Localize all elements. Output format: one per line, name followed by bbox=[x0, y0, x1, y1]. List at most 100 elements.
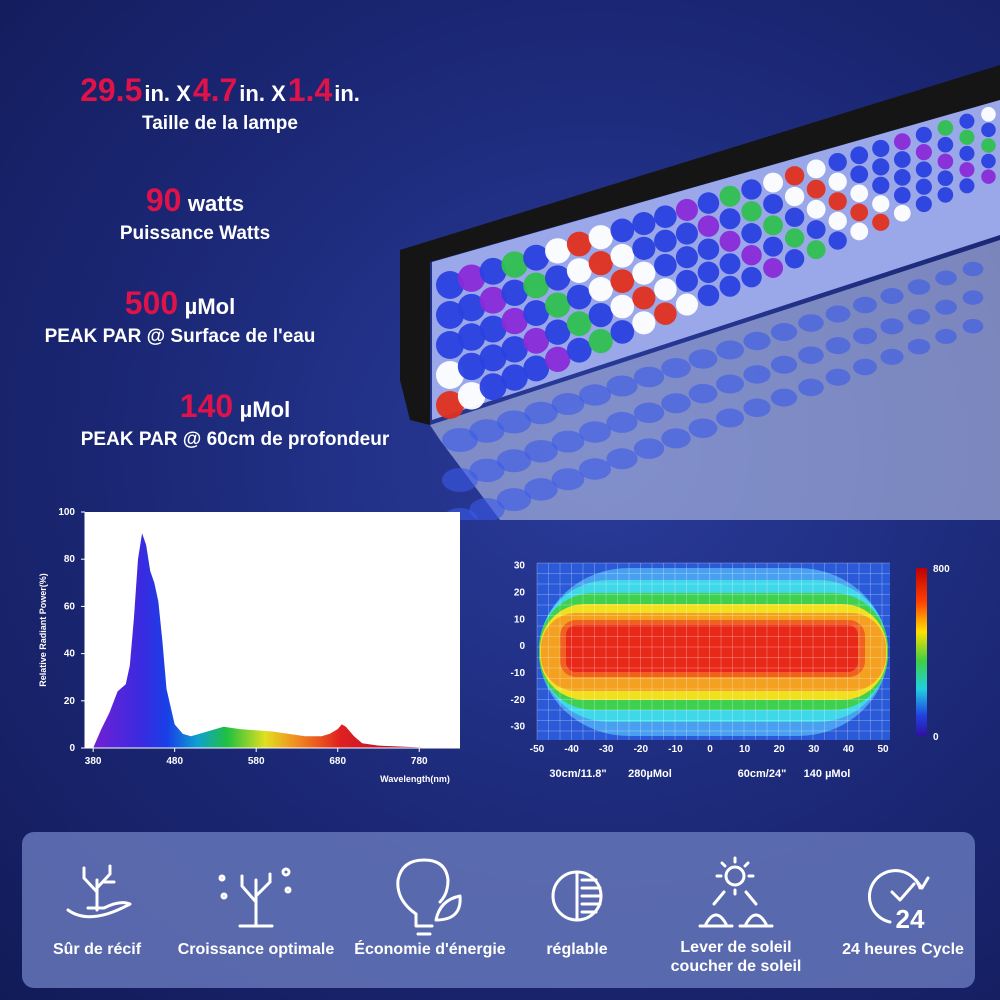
led-reflection bbox=[853, 327, 877, 345]
spec-unit: watts bbox=[187, 191, 245, 216]
x-tick-label: 480 bbox=[166, 756, 183, 767]
led bbox=[545, 319, 571, 345]
led bbox=[675, 198, 698, 221]
spec: 90 watts Puissance Watts bbox=[0, 182, 390, 245]
led-reflection bbox=[579, 458, 611, 480]
spec-label: PEAK PAR @ 60cm de profondeur bbox=[80, 429, 390, 450]
caption: 30cm/11.8" bbox=[549, 768, 606, 780]
led bbox=[959, 145, 975, 161]
icon-growth bbox=[218, 867, 292, 928]
led bbox=[850, 203, 869, 222]
led bbox=[959, 129, 975, 145]
icon-text: 24 bbox=[896, 904, 925, 934]
y-axis-label: Relative Radiant Power(%) bbox=[38, 573, 48, 687]
x-tick-label: -30 bbox=[599, 744, 614, 755]
led-reflection bbox=[880, 348, 904, 365]
led-reflection bbox=[935, 299, 957, 315]
spec: 29.5in. X4.7in. X1.4in. Taille de la lam… bbox=[0, 72, 440, 135]
led bbox=[719, 275, 741, 297]
feature-label: 24 heures Cycle bbox=[842, 941, 964, 958]
led bbox=[806, 199, 826, 219]
band bbox=[566, 625, 858, 672]
led bbox=[806, 159, 826, 179]
led bbox=[828, 231, 847, 250]
led bbox=[784, 166, 805, 186]
y-tick-label: -20 bbox=[511, 695, 526, 706]
led-reflection bbox=[770, 355, 798, 374]
led bbox=[915, 126, 932, 143]
led bbox=[632, 211, 656, 236]
caption: 60cm/24" bbox=[738, 768, 787, 780]
led bbox=[893, 186, 911, 204]
led bbox=[457, 352, 486, 381]
led bbox=[872, 158, 890, 176]
lamp-image bbox=[400, 65, 1000, 520]
led bbox=[654, 253, 677, 277]
led bbox=[850, 165, 869, 184]
led bbox=[501, 307, 528, 335]
led-reflection bbox=[633, 438, 665, 459]
spec-headline: 90 watts bbox=[0, 182, 390, 219]
led-reflection bbox=[770, 388, 798, 407]
led bbox=[436, 361, 464, 389]
x-tick-label: -10 bbox=[668, 744, 683, 755]
led-reflection bbox=[524, 478, 558, 501]
y-tick-label: 20 bbox=[514, 588, 526, 599]
led bbox=[588, 328, 613, 354]
x-tick-label: 380 bbox=[85, 756, 102, 767]
led-reflection bbox=[442, 468, 478, 492]
spec-headline: 140 µMol bbox=[0, 388, 470, 425]
led bbox=[632, 236, 656, 260]
led bbox=[806, 220, 826, 239]
led bbox=[588, 277, 613, 302]
led-reflection bbox=[798, 346, 824, 364]
led bbox=[588, 302, 613, 328]
led-reflection bbox=[496, 449, 532, 473]
y-tick-label: -30 bbox=[511, 722, 526, 733]
led bbox=[937, 120, 954, 136]
led bbox=[610, 294, 635, 319]
led bbox=[523, 300, 550, 327]
led bbox=[457, 323, 486, 351]
led bbox=[741, 244, 762, 266]
led bbox=[566, 337, 592, 363]
led bbox=[566, 258, 592, 283]
led bbox=[632, 261, 656, 285]
led-reflection bbox=[606, 448, 638, 470]
led bbox=[436, 271, 464, 299]
x-tick-label: 680 bbox=[329, 756, 346, 767]
led-reflection bbox=[524, 401, 558, 425]
led bbox=[741, 223, 762, 244]
led-reflection bbox=[798, 378, 824, 397]
feature-label: Sûr de récif bbox=[53, 941, 142, 958]
spec: 140 µMol PEAK PAR @ 60cm de profondeur bbox=[0, 388, 470, 451]
led bbox=[479, 315, 507, 343]
led bbox=[959, 113, 975, 129]
led-reflection bbox=[551, 468, 585, 491]
led bbox=[675, 246, 698, 269]
led bbox=[893, 133, 911, 150]
led bbox=[763, 172, 784, 193]
led bbox=[545, 238, 571, 264]
led bbox=[436, 391, 464, 419]
icon-energy bbox=[396, 858, 462, 936]
led bbox=[828, 172, 847, 191]
led-reflection bbox=[880, 318, 904, 335]
spec-value: 90 bbox=[145, 182, 182, 218]
feature-label: Croissance optimale bbox=[178, 941, 335, 958]
x-tick-label: 780 bbox=[411, 756, 428, 767]
led-reflection bbox=[496, 488, 532, 512]
y-tick-label: -10 bbox=[511, 668, 526, 679]
x-tick-label: 20 bbox=[774, 744, 786, 755]
led bbox=[915, 161, 932, 178]
led bbox=[915, 144, 932, 161]
led bbox=[501, 279, 528, 306]
led bbox=[523, 272, 550, 299]
charts: Relative Radiant Power(%) Wavelength(nm)… bbox=[38, 507, 950, 784]
led bbox=[893, 204, 911, 222]
led bbox=[675, 293, 698, 316]
y-tick-label: 0 bbox=[519, 641, 525, 652]
led-reflection bbox=[442, 428, 478, 452]
led bbox=[697, 284, 720, 307]
icon-adjustable bbox=[551, 870, 603, 922]
